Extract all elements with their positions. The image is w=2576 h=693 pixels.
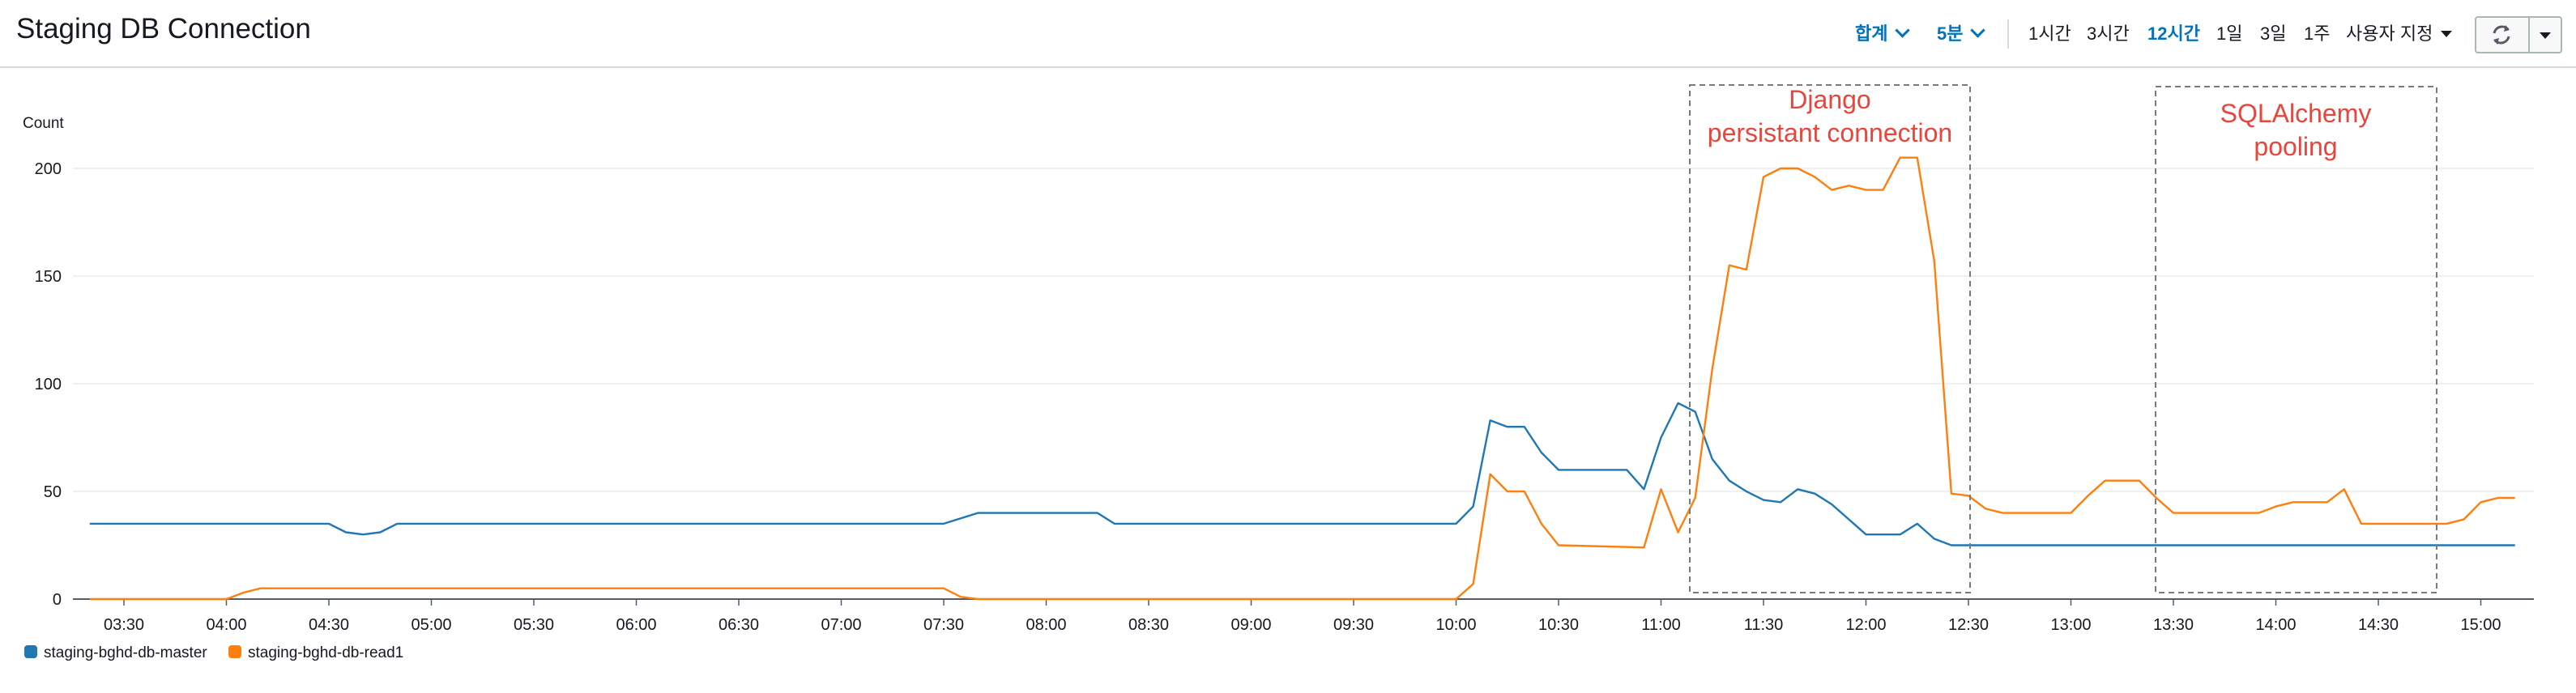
period-dropdown[interactable]: 5분	[1937, 21, 1986, 47]
x-tick-label: 11:30	[1744, 616, 1784, 634]
x-tick-label: 14:30	[2358, 616, 2399, 634]
series-lines	[89, 156, 2515, 601]
legend-label-read1: staging-bghd-db-read1	[248, 644, 404, 661]
range-3d-button[interactable]: 3일	[2260, 23, 2287, 44]
y-tick-label: 50	[44, 483, 62, 501]
range-1h-button[interactable]: 1시간	[2028, 23, 2071, 44]
range-12h-button[interactable]: 12시간	[2147, 23, 2200, 44]
annotation-label-django: persistant connection	[1708, 118, 1952, 147]
x-tick-label: 10:30	[1538, 616, 1579, 634]
refresh-button-group	[2475, 16, 2562, 53]
y-tick-label: 100	[35, 376, 62, 393]
y-tick-label: 200	[35, 160, 62, 178]
x-tick-label: 05:30	[514, 616, 554, 634]
x-tick-label: 15:00	[2460, 616, 2501, 634]
x-tick-label: 07:30	[923, 616, 964, 634]
x-tick-label: 12:30	[1948, 616, 1989, 634]
legend-swatch-master	[24, 644, 37, 658]
annotation-label-sqlalchemy: pooling	[2254, 132, 2337, 161]
range-3h-button[interactable]: 3시간	[2087, 23, 2130, 44]
line-chart: Count 0 50 100 150 200 03:30 04:00 04:30 05:00 05…	[23, 84, 2534, 634]
legend-swatch-read1	[228, 644, 241, 658]
annotation-label-sqlalchemy: SQLAlchemy	[2220, 99, 2372, 128]
legend-label-master: staging-bghd-db-master	[44, 644, 207, 661]
caret-down-icon	[2441, 31, 2453, 37]
annotation-label-django: Django	[1789, 85, 1870, 114]
annotations: Django persistant connection SQLAlchemy poo…	[1689, 84, 2437, 593]
chevron-down-icon	[1970, 23, 1986, 38]
x-tick-label: 07:00	[821, 616, 861, 634]
statistic-label: 합계	[1855, 23, 1888, 44]
custom-range-label: 사용자 지정	[2346, 23, 2433, 44]
series-line-read1	[89, 156, 2515, 601]
widget-header: Staging DB Connection 합계 5분 1시간 3시간 12시간…	[0, 0, 2576, 68]
x-tick-label: 10:00	[1435, 616, 1476, 634]
range-1w-button[interactable]: 1주	[2304, 23, 2331, 44]
chart-area: Count 0 50 100 150 200 03:30 04:00 04:30 05:00 05…	[0, 68, 2576, 689]
refresh-button[interactable]	[2476, 18, 2530, 52]
y-axis: Count 0 50 100 150 200	[23, 115, 64, 609]
x-tick-label: 08:00	[1026, 616, 1066, 634]
y-tick-label: 0	[53, 591, 62, 609]
refresh-icon	[2493, 25, 2510, 45]
caret-down-icon	[2540, 32, 2551, 39]
period-label: 5분	[1937, 23, 1964, 44]
x-axis: 03:30 04:00 04:30 05:00 05:30 06:00 06:30 07:00…	[104, 599, 2501, 634]
x-tick-label: 03:30	[104, 616, 144, 634]
x-tick-label: 08:30	[1128, 616, 1169, 634]
x-tick-label: 05:00	[411, 616, 451, 634]
x-tick-label: 06:00	[616, 616, 656, 634]
y-axis-title: Count	[23, 115, 64, 132]
widget-title: Staging DB Connection	[16, 13, 311, 45]
statistic-dropdown[interactable]: 합계	[1855, 21, 1911, 47]
x-tick-label: 04:30	[309, 616, 349, 634]
series-line-master	[89, 402, 2515, 546]
chevron-down-icon	[1895, 23, 1911, 38]
x-tick-label: 13:00	[2050, 616, 2091, 634]
range-1d-button[interactable]: 1일	[2216, 23, 2243, 44]
x-tick-label: 12:00	[1845, 616, 1886, 634]
legend-item-read1[interactable]: staging-bghd-db-read1	[228, 643, 403, 664]
refresh-options-dropdown[interactable]	[2530, 18, 2561, 52]
grid	[73, 168, 2534, 600]
x-tick-label: 09:30	[1333, 616, 1374, 634]
x-tick-label: 04:00	[206, 616, 246, 634]
x-tick-label: 13:30	[2153, 616, 2194, 634]
y-tick-label: 150	[35, 268, 62, 286]
x-tick-label: 09:00	[1230, 616, 1271, 634]
legend-item-master[interactable]: staging-bghd-db-master	[24, 643, 207, 664]
controls-divider	[2007, 19, 2009, 49]
custom-range-dropdown[interactable]: 사용자 지정	[2346, 21, 2453, 47]
widget-controls: 합계 5분 1시간 3시간 12시간 1일 3일 1주 사용자 지정	[0, 21, 2576, 47]
x-tick-label: 11:00	[1641, 616, 1681, 634]
x-tick-label: 06:30	[719, 616, 759, 634]
annotation-box-django	[1689, 84, 1971, 593]
annotation-box-sqlalchemy	[2155, 86, 2437, 593]
x-tick-label: 14:00	[2255, 616, 2296, 634]
